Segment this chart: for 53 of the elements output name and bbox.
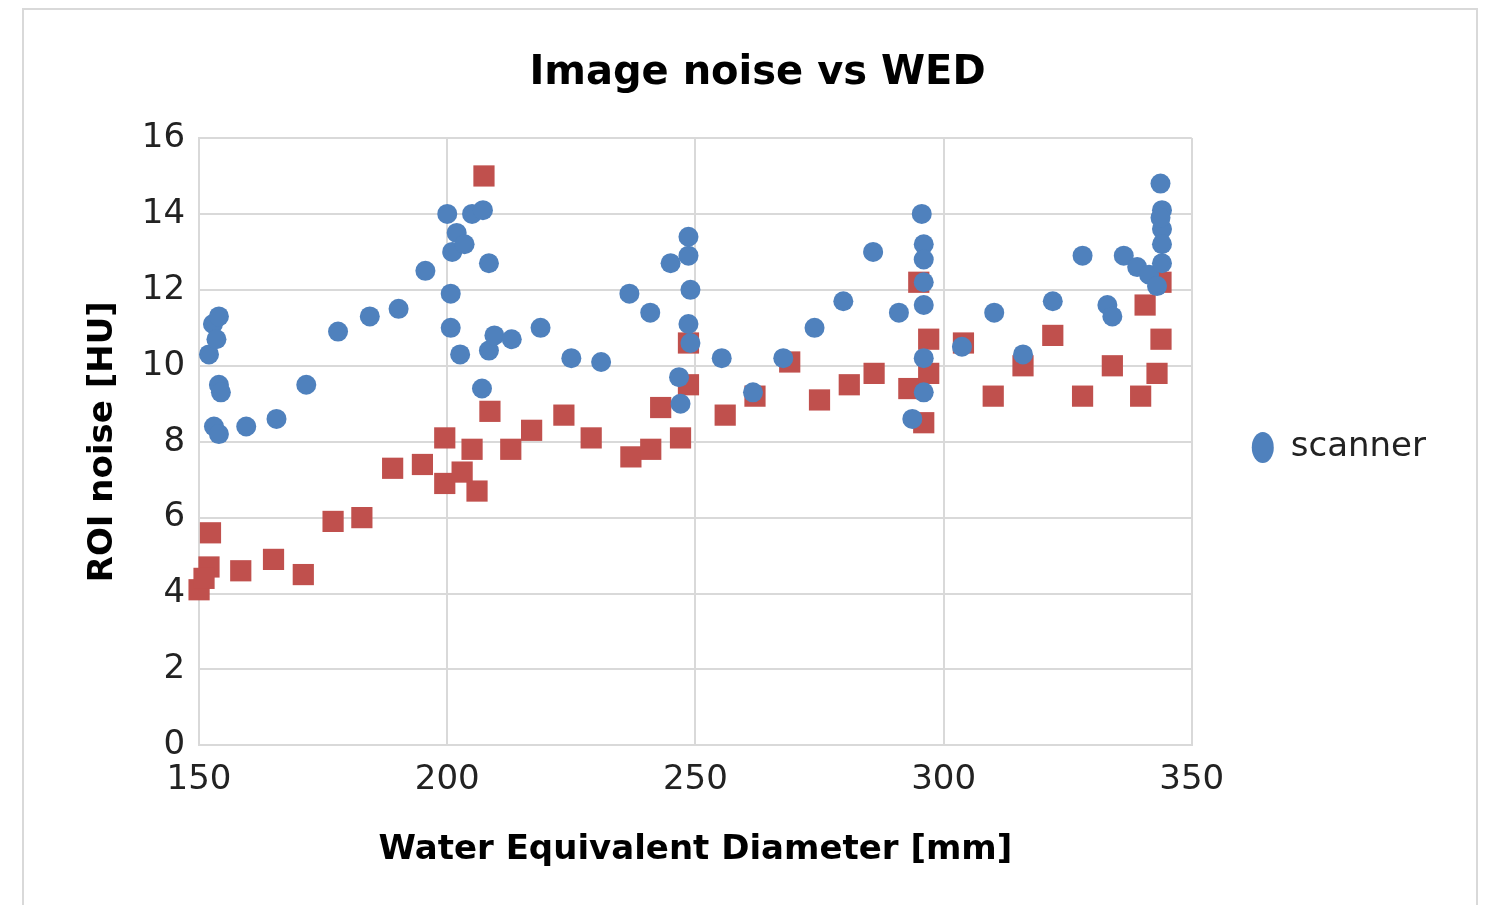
point [1101,355,1123,377]
point [982,385,1004,407]
point [193,567,215,589]
point [451,461,473,483]
y-tick-label: 2 [163,646,186,687]
point [521,419,543,441]
x-tick-label: 250 [662,756,728,797]
point [669,427,692,449]
point [434,427,456,449]
point [322,510,344,533]
y-axis-title: ROI noise [HU] [80,301,121,583]
point [411,453,434,476]
point [473,165,495,187]
x-tick-label: 300 [911,756,977,797]
point [1071,385,1094,407]
point [640,438,662,460]
point [838,374,860,396]
y-tick-label: 14 [141,190,186,231]
point [1134,294,1156,316]
point [863,362,885,384]
point [466,480,488,502]
y-tick-label: 4 [163,570,186,611]
x-tick-label: 200 [414,756,480,797]
x-axis-title: Water Equivalent Diameter [mm] [378,827,1013,868]
point [918,328,940,350]
point [199,522,222,544]
x-tick-label: 350 [1159,756,1225,797]
chart-title: Image noise vs WED [529,47,986,94]
point [714,404,736,426]
point [479,400,501,422]
point [650,396,672,419]
point [620,446,642,468]
y-tick-label: 6 [163,494,186,535]
point [434,472,456,495]
y-tick-label: 10 [141,342,186,383]
point [461,438,483,460]
point [553,404,575,426]
y-tick-label: 16 [141,114,186,155]
point [1130,385,1152,407]
point [808,389,831,411]
point [230,560,252,582]
point [262,548,285,570]
point [1042,324,1064,347]
point [1146,362,1168,384]
point [292,563,314,586]
legend-label: scanner [1290,424,1427,465]
point [500,438,522,460]
point [580,427,602,449]
point [1150,328,1172,350]
y-tick-label: 12 [141,266,186,307]
y-tick-label: 8 [163,418,186,459]
point [382,457,404,479]
point [351,507,373,529]
